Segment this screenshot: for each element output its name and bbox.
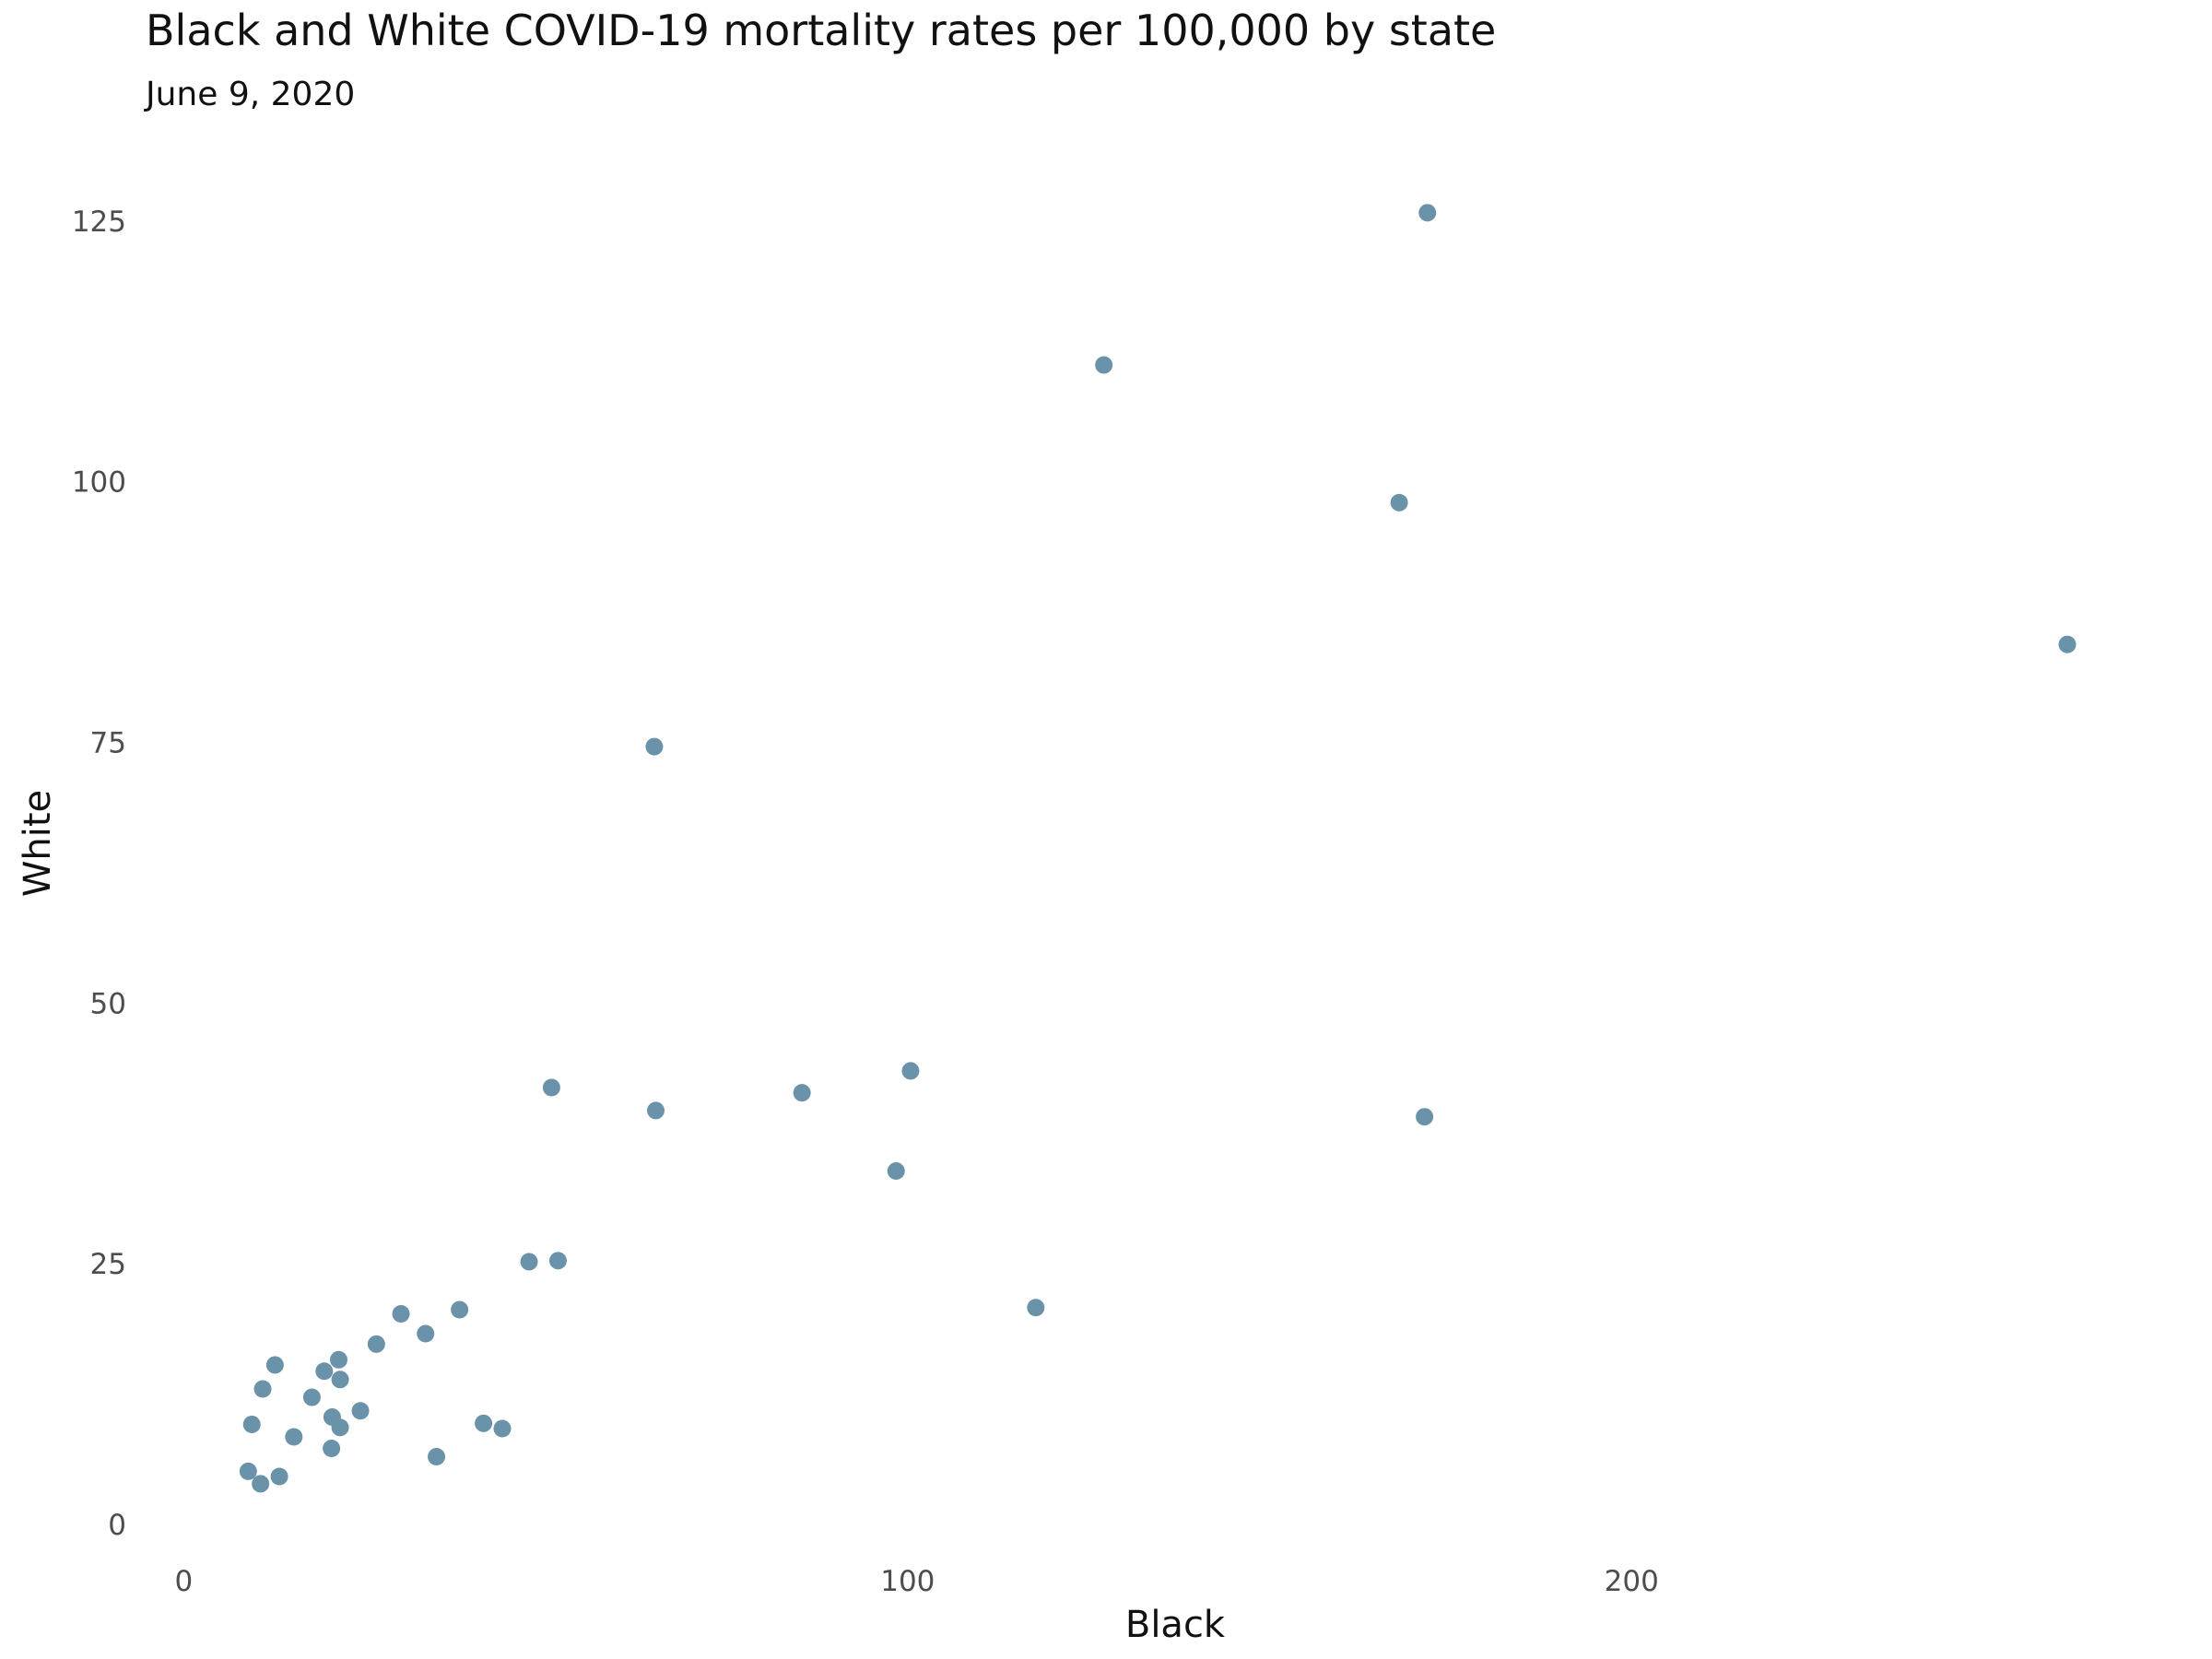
data-point <box>323 1439 341 1457</box>
x-axis-ticks: 0 100 200 <box>175 1565 1659 1598</box>
data-point <box>331 1418 349 1437</box>
data-point <box>1095 356 1113 374</box>
data-point <box>645 737 664 756</box>
data-point <box>351 1402 370 1420</box>
data-point <box>428 1448 446 1466</box>
x-tick-label: 0 <box>175 1565 194 1598</box>
data-point <box>367 1335 385 1353</box>
data-point <box>285 1428 303 1446</box>
data-point <box>253 1380 272 1398</box>
data-point <box>887 1162 905 1181</box>
y-tick-label: 100 <box>72 466 126 500</box>
data-point <box>1390 493 1408 512</box>
data-point <box>417 1324 435 1343</box>
data-point <box>542 1078 560 1097</box>
data-point <box>242 1415 261 1433</box>
data-point <box>239 1462 257 1480</box>
data-point <box>646 1101 665 1120</box>
data-point <box>475 1414 493 1432</box>
data-point <box>331 1371 349 1389</box>
y-tick-label: 50 <box>90 987 126 1020</box>
y-axis-ticks: 0 25 50 75 100 125 <box>72 206 126 1542</box>
data-points <box>239 204 2077 1493</box>
chart-subtitle: June 9, 2020 <box>146 76 356 113</box>
data-point <box>793 1084 811 1102</box>
y-tick-label: 25 <box>90 1248 126 1281</box>
y-tick-label: 125 <box>72 206 126 239</box>
data-point <box>493 1419 512 1438</box>
data-point <box>392 1305 410 1324</box>
data-point <box>265 1356 284 1374</box>
y-tick-label: 0 <box>108 1509 126 1542</box>
data-point <box>1418 204 1437 222</box>
data-point <box>451 1300 469 1319</box>
data-point <box>270 1467 288 1486</box>
data-point <box>2058 635 2077 653</box>
x-axis-title: Black <box>1125 1604 1226 1646</box>
data-point <box>315 1362 334 1381</box>
x-tick-label: 100 <box>880 1565 935 1598</box>
data-point <box>548 1252 567 1270</box>
y-tick-label: 75 <box>90 727 126 760</box>
data-point <box>302 1388 321 1406</box>
data-point <box>1027 1299 1045 1317</box>
data-point <box>520 1253 538 1271</box>
data-point <box>901 1062 920 1080</box>
x-tick-label: 200 <box>1605 1565 1659 1598</box>
data-point <box>1416 1108 1434 1126</box>
data-point <box>329 1350 347 1369</box>
y-axis-title: White <box>17 790 59 897</box>
chart-title: Black and White COVID-19 mortality rates… <box>146 6 1497 55</box>
data-point <box>252 1475 270 1493</box>
